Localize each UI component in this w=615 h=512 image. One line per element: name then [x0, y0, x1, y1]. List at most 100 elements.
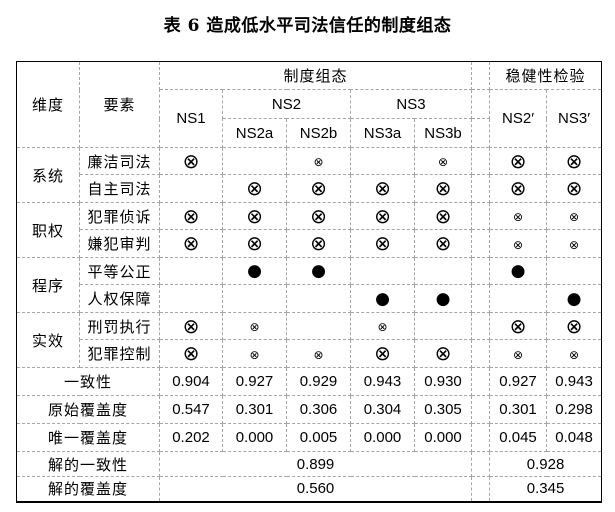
cell-ns3a	[350, 257, 415, 285]
spacer-cell	[471, 174, 491, 203]
stat-label: 一致性	[16, 367, 160, 396]
config-symbol: ⊗	[182, 148, 200, 173]
body-row: 程序 平等公正 ● ● ●	[16, 257, 603, 313]
body-row: 职权 犯罪侦诉 ⊗ ⊗ ⊗ ⊗ ⊗ ⊗ ⊗	[16, 202, 603, 258]
cell-ns2a: ●	[222, 257, 287, 285]
header-ns3a: NS3a	[350, 118, 415, 148]
spacer-cell	[471, 395, 491, 424]
cell-ns3a: ⊗	[350, 202, 415, 230]
stat-value: 0.005	[286, 423, 351, 452]
body-row: 犯罪控制 ⊗ ⊗ ⊗ ⊗ ⊗ ⊗ ⊗	[17, 339, 603, 368]
config-symbol: ⊗	[249, 347, 260, 362]
cell-ns2-prime: ⊗	[489, 339, 548, 368]
spacer-cell	[471, 229, 491, 258]
config-symbol: ⊗	[310, 176, 327, 200]
config-symbol: ⊗	[509, 313, 527, 338]
stat-label: 唯一覆盖度	[16, 423, 160, 452]
stat-value: 0.943	[546, 367, 603, 396]
config-symbol: ⊗	[374, 231, 391, 255]
dimension-cell: 职权	[16, 202, 80, 258]
header-ns3-prime: NS3′	[546, 89, 603, 148]
stat-value: 0.304	[350, 395, 415, 424]
cell-ns1: ⊗	[159, 147, 223, 175]
cell-ns3-prime: ⊗	[546, 339, 603, 368]
spacer-cell	[471, 147, 491, 175]
cell-ns3-prime: ⊗	[546, 202, 603, 230]
cell-ns2a	[222, 284, 287, 313]
stat-value: 0.930	[413, 367, 473, 396]
cell-ns2b: ⊗	[286, 174, 351, 203]
stat-value: 0.929	[286, 367, 351, 396]
stat-label: 原始覆盖度	[16, 395, 160, 424]
config-symbol: ⊗	[310, 203, 327, 228]
config-symbol: ⊗	[512, 347, 524, 362]
body-row: 人权保障 ● ● ●	[17, 284, 603, 313]
stat-row: 一致性 0.904 0.927 0.929 0.943 0.930 0.927 …	[16, 367, 603, 396]
solution-robust-value: 0.345	[489, 476, 603, 502]
header-ns2: NS2	[222, 89, 351, 119]
cell-ns3a: ⊗	[350, 339, 415, 368]
cell-ns1	[159, 257, 223, 285]
config-symbol: ⊗	[374, 176, 391, 200]
solution-label: 解的一致性	[16, 451, 160, 477]
cell-ns3a: ⊗	[350, 312, 415, 340]
dimension-cell: 程序	[16, 257, 80, 313]
config-symbol: ⊗	[568, 237, 580, 252]
header-row-2: NS1 NS2 NS3 NS2′ NS3′	[17, 89, 603, 148]
stat-value: 0.048	[546, 423, 603, 452]
header-ns3: NS3	[349, 89, 473, 119]
cell-ns3-prime	[546, 257, 603, 285]
config-symbol: ⊗	[512, 210, 524, 224]
stat-value: 0.306	[286, 395, 351, 424]
cell-ns2b: ⊗	[286, 202, 351, 230]
config-symbol: ⊗	[249, 320, 260, 334]
element-cell: 廉洁司法	[79, 147, 160, 175]
cell-ns3a: ●	[350, 284, 415, 313]
stat-value: 0.904	[159, 367, 223, 396]
spacer-cell	[471, 476, 491, 502]
stat-value: 0.927	[222, 367, 287, 396]
cell-ns3b	[413, 257, 473, 285]
stat-row: 原始覆盖度 0.547 0.301 0.306 0.304 0.305 0.30…	[16, 395, 603, 424]
config-symbol: ⊗	[568, 210, 580, 224]
config-symbol: ⊗	[377, 320, 388, 334]
stat-value: 0.000	[350, 423, 415, 452]
cell-ns3-prime: ●	[546, 284, 603, 313]
spacer-cell	[471, 89, 491, 119]
solution-robust-value: 0.928	[489, 451, 603, 477]
config-symbol: ⊗	[374, 203, 391, 228]
header-config-group: 制度组态	[158, 61, 473, 90]
cell-ns2-prime: ⊗	[489, 202, 548, 230]
cell-ns2b	[286, 284, 351, 313]
header-ns2-prime: NS2′	[489, 89, 548, 148]
cell-ns3-prime: ⊗	[546, 174, 603, 203]
config-symbol: ⊗	[565, 176, 583, 200]
stat-value: 0.301	[489, 395, 548, 424]
cell-ns2b: ⊗	[286, 147, 351, 175]
page-title: 表 6 造成低水平司法信任的制度组态	[163, 16, 452, 36]
config-symbol: ⊗	[182, 203, 200, 228]
cell-ns2-prime: ●	[489, 257, 548, 285]
cell-ns2-prime: ⊗	[489, 312, 548, 340]
cell-ns2a: ⊗	[222, 174, 287, 203]
element-cell: 刑罚执行	[79, 312, 160, 340]
solution-config-value: 0.899	[158, 451, 473, 477]
element-cell: 犯罪控制	[79, 339, 160, 368]
cell-ns3-prime: ⊗	[546, 229, 603, 258]
config-symbol: ⊗	[437, 155, 449, 169]
config-symbol: ●	[566, 288, 582, 309]
body-row: 嫌犯审判 ⊗ ⊗ ⊗ ⊗ ⊗ ⊗ ⊗	[17, 229, 603, 258]
stat-value: 0.045	[489, 423, 548, 452]
qca-table: 维度 要素 制度组态 稳健性检验 NS1 NS2 NS3 NS2′ NS3′ N…	[16, 61, 603, 503]
config-symbol: ⊗	[509, 176, 527, 200]
config-symbol: ⊗	[434, 341, 452, 365]
header-ns1: NS1	[159, 89, 223, 148]
config-symbol: ⊗	[246, 203, 263, 228]
config-symbol: ⊗	[246, 231, 263, 255]
header-ns2b: NS2b	[286, 118, 351, 148]
config-symbol: ●	[311, 261, 326, 281]
stat-value: 0.000	[413, 423, 473, 452]
cell-ns3-prime: ⊗	[546, 312, 603, 340]
cell-ns2b: ●	[286, 257, 351, 285]
cell-ns1	[159, 174, 223, 203]
